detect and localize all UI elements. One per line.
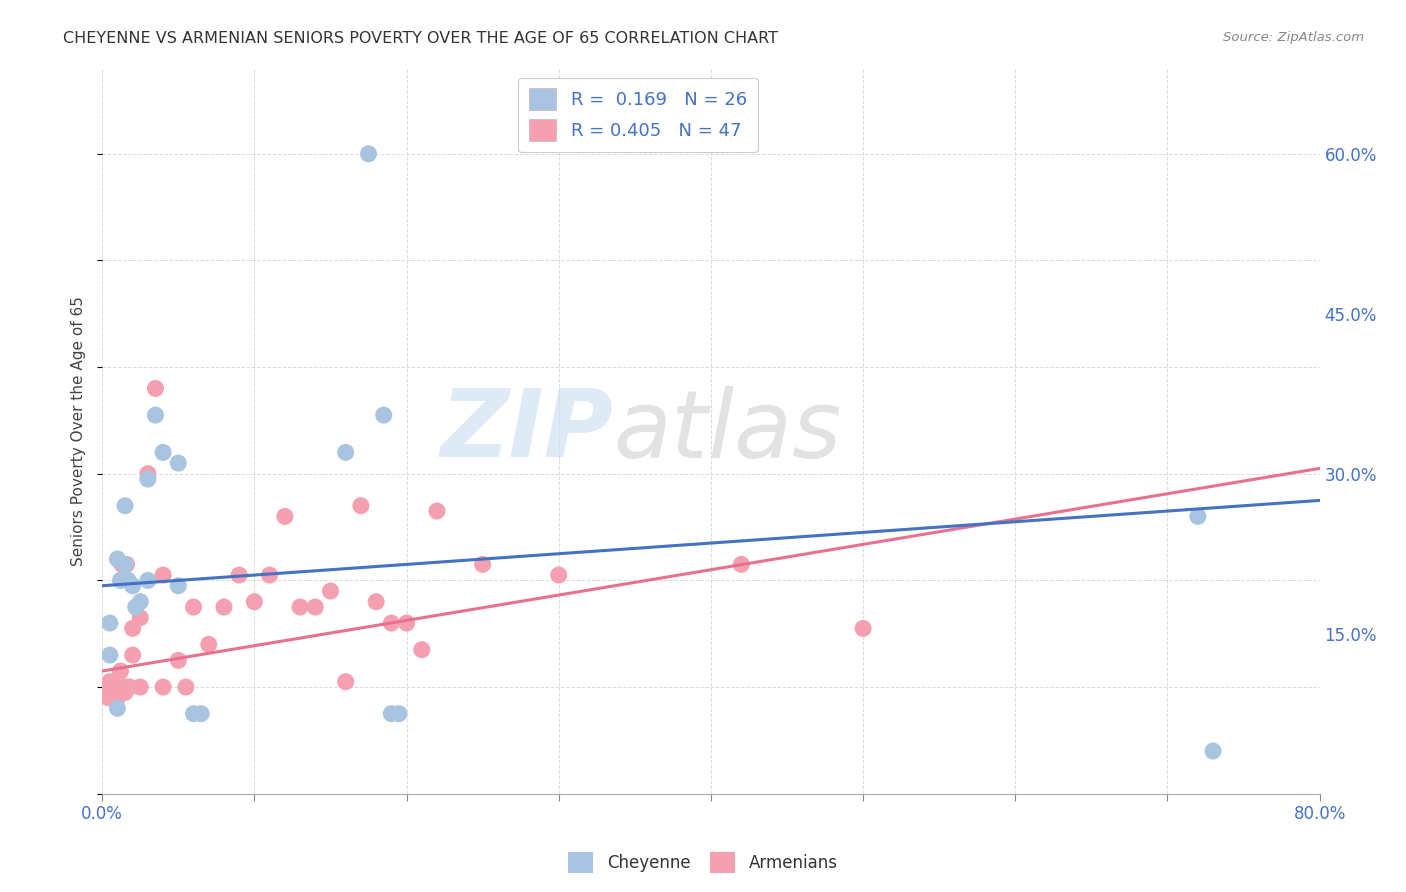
- Point: [96, 685, 118, 699]
- Point: [426, 504, 449, 518]
- Point: [167, 653, 190, 667]
- Point: [98, 648, 121, 662]
- Point: [212, 600, 235, 615]
- Point: [136, 574, 159, 588]
- Point: [110, 664, 132, 678]
- Text: atlas: atlas: [613, 385, 842, 476]
- Point: [114, 685, 136, 699]
- Point: [1187, 509, 1209, 524]
- Point: [373, 408, 395, 422]
- Point: [1202, 744, 1225, 758]
- Point: [107, 680, 129, 694]
- Point: [395, 615, 418, 630]
- Y-axis label: Seniors Poverty Over the Age of 65: Seniors Poverty Over the Age of 65: [72, 296, 86, 566]
- Point: [350, 499, 373, 513]
- Point: [288, 600, 311, 615]
- Point: [114, 499, 136, 513]
- Point: [103, 680, 125, 694]
- Point: [114, 680, 136, 694]
- Point: [129, 611, 152, 625]
- Point: [125, 600, 148, 615]
- Point: [145, 408, 167, 422]
- Point: [174, 680, 197, 694]
- Point: [388, 706, 411, 721]
- Point: [121, 621, 143, 635]
- Point: [730, 558, 752, 572]
- Point: [243, 595, 266, 609]
- Point: [274, 509, 297, 524]
- Point: [167, 456, 190, 470]
- Point: [167, 579, 190, 593]
- Point: [110, 574, 132, 588]
- Point: [319, 584, 342, 599]
- Point: [411, 642, 433, 657]
- Point: [259, 568, 281, 582]
- Point: [335, 674, 357, 689]
- Point: [121, 648, 143, 662]
- Point: [136, 472, 159, 486]
- Point: [152, 568, 174, 582]
- Point: [97, 690, 120, 705]
- Point: [471, 558, 494, 572]
- Point: [852, 621, 875, 635]
- Point: [357, 146, 380, 161]
- Point: [547, 568, 569, 582]
- Point: [121, 579, 143, 593]
- Point: [380, 706, 402, 721]
- Point: [129, 680, 152, 694]
- Text: Source: ZipAtlas.com: Source: ZipAtlas.com: [1223, 31, 1364, 45]
- Point: [115, 558, 138, 572]
- Point: [107, 690, 129, 705]
- Point: [117, 574, 139, 588]
- Point: [136, 467, 159, 481]
- Point: [366, 595, 388, 609]
- Text: CHEYENNE VS ARMENIAN SENIORS POVERTY OVER THE AGE OF 65 CORRELATION CHART: CHEYENNE VS ARMENIAN SENIORS POVERTY OVE…: [63, 31, 779, 46]
- Point: [111, 558, 134, 572]
- Point: [380, 615, 402, 630]
- Point: [304, 600, 326, 615]
- Point: [145, 381, 167, 395]
- Point: [129, 595, 152, 609]
- Point: [94, 680, 117, 694]
- Point: [190, 706, 212, 721]
- Point: [183, 706, 205, 721]
- Legend: R =  0.169   N = 26, R = 0.405   N = 47: R = 0.169 N = 26, R = 0.405 N = 47: [519, 78, 758, 153]
- Point: [152, 680, 174, 694]
- Point: [98, 615, 121, 630]
- Point: [107, 552, 129, 566]
- Point: [228, 568, 250, 582]
- Point: [197, 637, 219, 651]
- Legend: Cheyenne, Armenians: Cheyenne, Armenians: [561, 846, 845, 880]
- Point: [152, 445, 174, 459]
- Point: [98, 674, 121, 689]
- Point: [104, 685, 127, 699]
- Point: [107, 701, 129, 715]
- Point: [118, 680, 141, 694]
- Point: [114, 558, 136, 572]
- Point: [101, 685, 124, 699]
- Point: [335, 445, 357, 459]
- Text: ZIP: ZIP: [440, 385, 613, 477]
- Point: [183, 600, 205, 615]
- Point: [100, 680, 122, 694]
